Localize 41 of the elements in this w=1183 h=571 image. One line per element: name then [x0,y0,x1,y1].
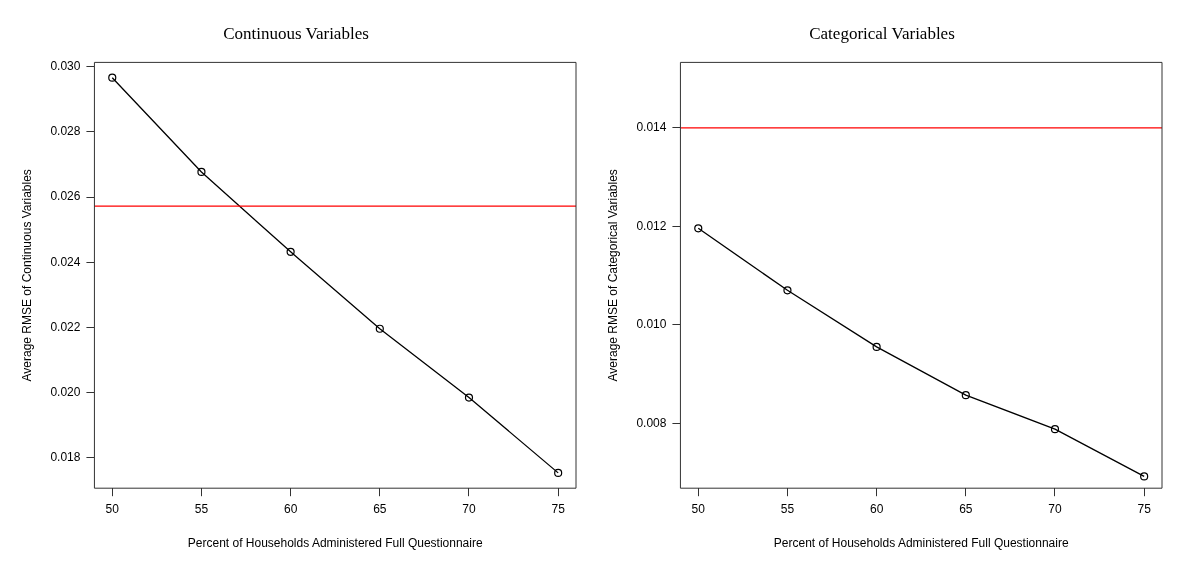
point [375,324,384,333]
x-axis-title: Percent of Households Administered Full Questionnaire [773,536,1069,551]
x-tick-label: 50 [691,501,706,516]
chart-title: Continuous Variables [223,23,369,43]
x-tick-label: 75 [551,501,566,516]
x-tick-label: 55 [194,501,209,516]
x-axis-title: Percent of Households Administered Full Questionnaire [187,536,483,551]
point [286,247,295,256]
point [554,468,563,477]
x-tick-label: 75 [1137,501,1152,516]
x-tick-label: 65 [373,501,387,516]
point [108,73,117,82]
y-tick-label: 0.030 [50,58,81,73]
y-axis-title: Average RMSE of Continuous Variables [19,169,34,382]
point [197,167,206,177]
y-tick-label: 0.026 [50,189,81,204]
x-tick-label: 60 [869,501,884,516]
x-tick-label: 65 [959,501,973,516]
point [464,393,474,402]
point [961,391,970,400]
point [783,286,792,295]
point [1050,425,1060,434]
y-tick-label: 0.008 [636,415,667,430]
x-tick-label: 60 [283,501,298,516]
y-tick-label: 0.024 [50,254,81,269]
y-tick-label: 0.020 [50,384,81,399]
point [1140,472,1149,481]
y-tick-label: 0.014 [636,120,667,135]
y-tick-label: 0.028 [50,124,81,139]
x-tick-label: 50 [105,501,120,516]
point [872,342,881,352]
chart-title: Categorical Variables [809,23,955,43]
y-tick-label: 0.018 [50,450,81,465]
y-tick-label: 0.012 [636,218,667,233]
y-axis-title: Average RMSE of Categorical Variables [605,169,620,382]
point [694,224,703,233]
x-tick-label: 55 [780,501,795,516]
y-tick-label: 0.022 [50,319,81,334]
y-tick-label: 0.010 [636,317,667,332]
x-tick-label: 70 [1048,501,1062,516]
x-tick-label: 70 [462,501,476,516]
